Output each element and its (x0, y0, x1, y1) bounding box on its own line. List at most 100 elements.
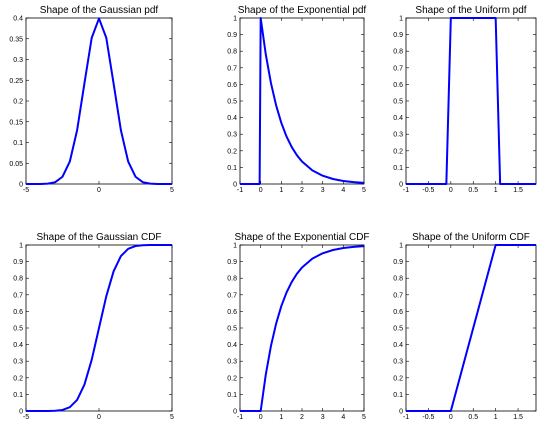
y-tick-label: 0.6 (227, 309, 237, 316)
y-tick-label: 0.4 (227, 342, 237, 349)
y-tick-label: 0.5 (227, 99, 237, 106)
y-tick-label: 0.3 (13, 57, 23, 64)
y-tick-label: 0.35 (9, 36, 23, 43)
y-tick-label: 0.2 (227, 375, 237, 382)
x-tick-label: 3 (321, 187, 325, 194)
y-tick-label: 1 (233, 243, 237, 250)
y-tick-label: 0.7 (393, 292, 403, 299)
subplot-4: Shape of the Gaussian CDF-5 0 500.10.20.30… (13, 232, 174, 421)
x-tick-label: -0.5 (422, 414, 434, 421)
x-tick-label: 4 (341, 414, 345, 421)
y-tick-label: 0.4 (393, 115, 403, 122)
y-tick-label: 0.7 (227, 65, 237, 72)
series-line (406, 17, 536, 185)
y-tick-label: 0 (233, 409, 237, 416)
x-tick-label: -0.5 (422, 187, 434, 194)
y-tick-label: 0 (399, 182, 403, 189)
y-tick-label: 0.9 (393, 259, 403, 266)
y-tick-label: 0.7 (227, 292, 237, 299)
subplot-3: Shape of the Uniform pdf -1 -0.5 0 0.5 1 1.5 0 0… (393, 5, 537, 194)
subplot-5: Shape of the Exponential CDF-1 0 1 2 3 4 500.1… (227, 232, 369, 421)
y-tick-label: 0.1 (13, 140, 23, 147)
y-tick-label: 0.3 (13, 359, 23, 366)
x-tick-label: 0.5 (468, 187, 478, 194)
x-tick-label: 0 (449, 187, 453, 194)
y-tick-label: 0.7 (393, 65, 403, 72)
x-tick-label: -1 (237, 414, 243, 421)
y-tick-label: 0.5 (227, 326, 237, 333)
chart-title: Shape of the Exponential CDF (234, 232, 369, 243)
y-tick-label: 0.9 (13, 259, 23, 266)
y-tick-label: 0.9 (227, 32, 237, 39)
y-tick-label: 0.5 (393, 99, 403, 106)
x-tick-label: 0 (449, 414, 453, 421)
y-tick-label: 0.1 (13, 392, 23, 399)
y-tick-label: 0.3 (227, 359, 237, 366)
chart-title: Shape of the Gaussian pdf (40, 5, 159, 16)
y-tick-label: 1 (233, 16, 237, 23)
y-tick-label: 0.2 (393, 375, 403, 382)
y-tick-label: 0.4 (13, 342, 23, 349)
y-tick-label: 0.8 (393, 49, 403, 56)
y-tick-label: 0 (399, 409, 403, 416)
y-tick-label: 1 (19, 243, 23, 250)
subplot-6: Shape of the Uniform CDF -1 -0.5 0 0.5 1 1.5 0 0… (393, 232, 537, 421)
x-tick-label: 5 (362, 187, 366, 194)
y-tick-label: 0.2 (227, 148, 237, 155)
x-tick-label: -5 (23, 187, 29, 194)
y-tick-label: 0.05 (9, 161, 23, 168)
y-tick-label: 0.8 (227, 276, 237, 283)
y-tick-label: 0.3 (393, 132, 403, 139)
axes-frame (405, 244, 537, 412)
y-tick-label: 0.4 (227, 115, 237, 122)
y-tick-label: 0.3 (227, 132, 237, 139)
x-tick-label: 0 (259, 414, 263, 421)
series-line (240, 17, 364, 185)
y-tick-label: 0.15 (9, 119, 23, 126)
x-tick-label: -1 (237, 187, 243, 194)
y-tick-label: 0.2 (393, 148, 403, 155)
y-tick-label: 0.1 (393, 165, 403, 172)
series-line (26, 244, 172, 412)
series-line (406, 244, 536, 412)
axes-frame (405, 17, 537, 185)
x-tick-label: -1 (403, 187, 409, 194)
x-tick-label: 1.5 (513, 414, 523, 421)
axes-frame (25, 17, 173, 185)
chart-title: Shape of the Exponential pdf (238, 5, 367, 16)
y-tick-label: 0.2 (13, 375, 23, 382)
y-tick-label: 0.6 (393, 309, 403, 316)
x-tick-label: 2 (300, 187, 304, 194)
x-tick-label: 0 (97, 414, 101, 421)
x-tick-label: -1 (403, 414, 409, 421)
y-tick-label: 0.6 (13, 309, 23, 316)
series-line (26, 17, 172, 185)
y-tick-label: 0.4 (13, 16, 23, 23)
y-tick-label: 0.1 (227, 165, 237, 172)
chart-title: Shape of the Gaussian CDF (36, 232, 161, 243)
y-tick-label: 0.25 (9, 78, 23, 85)
y-tick-label: 0.1 (393, 392, 403, 399)
x-tick-label: 1.5 (513, 187, 523, 194)
x-tick-label: 0.5 (468, 414, 478, 421)
axes-frame (239, 17, 365, 185)
y-tick-label: 0.3 (393, 359, 403, 366)
y-tick-label: 1 (399, 243, 403, 250)
x-tick-label: -5 (23, 414, 29, 421)
chart-title: Shape of the Uniform CDF (412, 232, 530, 243)
x-tick-label: 5 (362, 414, 366, 421)
y-tick-label: 0 (19, 409, 23, 416)
y-tick-label: 0.6 (227, 82, 237, 89)
y-tick-label: 0.9 (393, 32, 403, 39)
y-tick-label: 0.8 (227, 49, 237, 56)
y-tick-label: 0.9 (227, 259, 237, 266)
x-tick-label: 4 (341, 187, 345, 194)
x-tick-label: 1 (279, 414, 283, 421)
y-tick-label: 1 (399, 16, 403, 23)
subplot-2: Shape of the Exponential pdf-1 0 1 2 3 4 500.1… (227, 5, 366, 194)
x-tick-label: 5 (170, 187, 174, 194)
x-tick-label: 0 (97, 187, 101, 194)
x-tick-label: 5 (170, 414, 174, 421)
